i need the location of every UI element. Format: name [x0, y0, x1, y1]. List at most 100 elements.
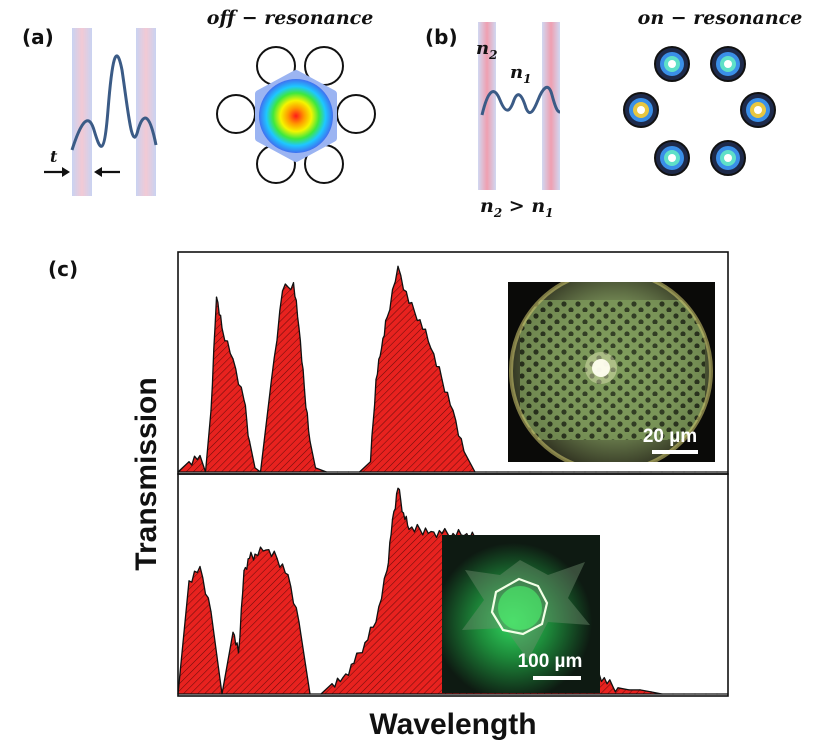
data-point	[386, 570, 388, 572]
data-point	[540, 471, 542, 473]
core-light-spot	[592, 359, 610, 377]
scale-label-top: 20 µm	[643, 426, 697, 447]
fiber-endface-inset: 100 µm	[442, 535, 600, 693]
data-point	[683, 693, 685, 695]
data-point	[265, 549, 267, 551]
data-point	[298, 621, 300, 623]
data-point	[358, 471, 361, 473]
data-point	[408, 302, 410, 304]
data-point	[628, 689, 630, 691]
data-point	[281, 290, 284, 292]
data-point	[639, 689, 641, 691]
data-point	[314, 467, 317, 469]
data-point	[325, 471, 328, 473]
capillary-mode	[623, 92, 659, 128]
capillary-mode	[710, 46, 746, 82]
data-point	[243, 399, 245, 401]
x-axis-title: Wavelength	[369, 708, 536, 741]
data-point	[188, 461, 190, 463]
data-point	[430, 530, 432, 533]
data-point	[705, 471, 707, 473]
data-point	[672, 471, 674, 473]
off-resonance-mode	[216, 46, 376, 184]
cladding-left	[72, 28, 92, 196]
data-point	[606, 683, 608, 685]
data-point	[232, 358, 234, 360]
data-point	[221, 693, 223, 695]
cladding-right	[136, 28, 156, 196]
transmission-area	[177, 265, 729, 473]
data-point	[452, 532, 454, 535]
arrowhead-right	[94, 167, 102, 177]
capillary-mode	[654, 140, 690, 176]
data-point	[188, 580, 190, 582]
data-point	[397, 487, 399, 489]
data-point	[716, 471, 718, 473]
data-point	[661, 471, 663, 473]
data-point	[199, 565, 201, 568]
data-point	[276, 557, 278, 559]
fiber-outer-edge	[509, 282, 713, 462]
data-point	[408, 528, 410, 531]
data-point	[463, 450, 465, 452]
data-point	[661, 693, 663, 695]
data-point	[573, 471, 575, 473]
off-resonance-title: off − resonance	[207, 7, 374, 29]
data-point	[397, 265, 399, 267]
data-point	[232, 631, 234, 633]
data-point	[204, 471, 207, 473]
spectrum-top	[177, 265, 729, 473]
panel-c: (c) 20 µm	[48, 251, 729, 741]
data-point	[402, 512, 405, 514]
panel-b-label: (b)	[425, 25, 458, 49]
panel-a-label: (a)	[22, 25, 54, 49]
data-point	[694, 471, 696, 473]
data-point	[353, 662, 355, 664]
n2-symbol: n2	[476, 38, 497, 62]
data-point	[386, 317, 388, 319]
data-point	[606, 471, 608, 473]
data-point	[650, 691, 652, 693]
field-profile-curve	[70, 54, 158, 151]
guided-light	[498, 586, 542, 630]
data-point	[309, 440, 311, 442]
on-resonance-modes	[623, 46, 776, 176]
data-point	[507, 471, 509, 473]
y-axis-title: Transmission	[130, 377, 163, 570]
data-point	[694, 693, 696, 695]
data-point	[248, 440, 251, 442]
data-point	[672, 693, 674, 695]
data-point	[485, 471, 487, 473]
data-point	[595, 471, 597, 473]
data-point	[237, 652, 240, 654]
data-point	[419, 319, 421, 321]
data-point	[347, 471, 350, 473]
index-inequality: n2 > n1	[480, 195, 554, 220]
n1-symbol: n1	[510, 62, 531, 86]
data-point	[441, 532, 443, 535]
data-point	[430, 348, 432, 350]
data-point	[562, 471, 564, 473]
data-point	[617, 471, 619, 473]
panel-b: (b) n2 n1 n2 > n1 on − resonance	[425, 7, 802, 220]
data-point	[551, 471, 553, 473]
resonant-field-curve	[480, 85, 561, 116]
capillary-ring	[336, 94, 376, 134]
data-point	[287, 574, 289, 576]
data-point	[617, 687, 619, 689]
data-point	[270, 378, 273, 380]
data-point	[210, 409, 212, 411]
data-point	[705, 693, 707, 695]
data-point	[210, 611, 212, 613]
data-point	[683, 471, 685, 473]
data-point	[199, 454, 201, 457]
cladding-left	[478, 22, 496, 190]
data-point	[364, 642, 366, 644]
air-hole-lattice	[520, 300, 705, 440]
core-boundary-octagon	[490, 577, 549, 636]
data-point	[254, 467, 256, 469]
on-resonance-title: on − resonance	[638, 7, 803, 29]
thickness-label: t	[50, 147, 58, 166]
data-point	[331, 683, 333, 685]
